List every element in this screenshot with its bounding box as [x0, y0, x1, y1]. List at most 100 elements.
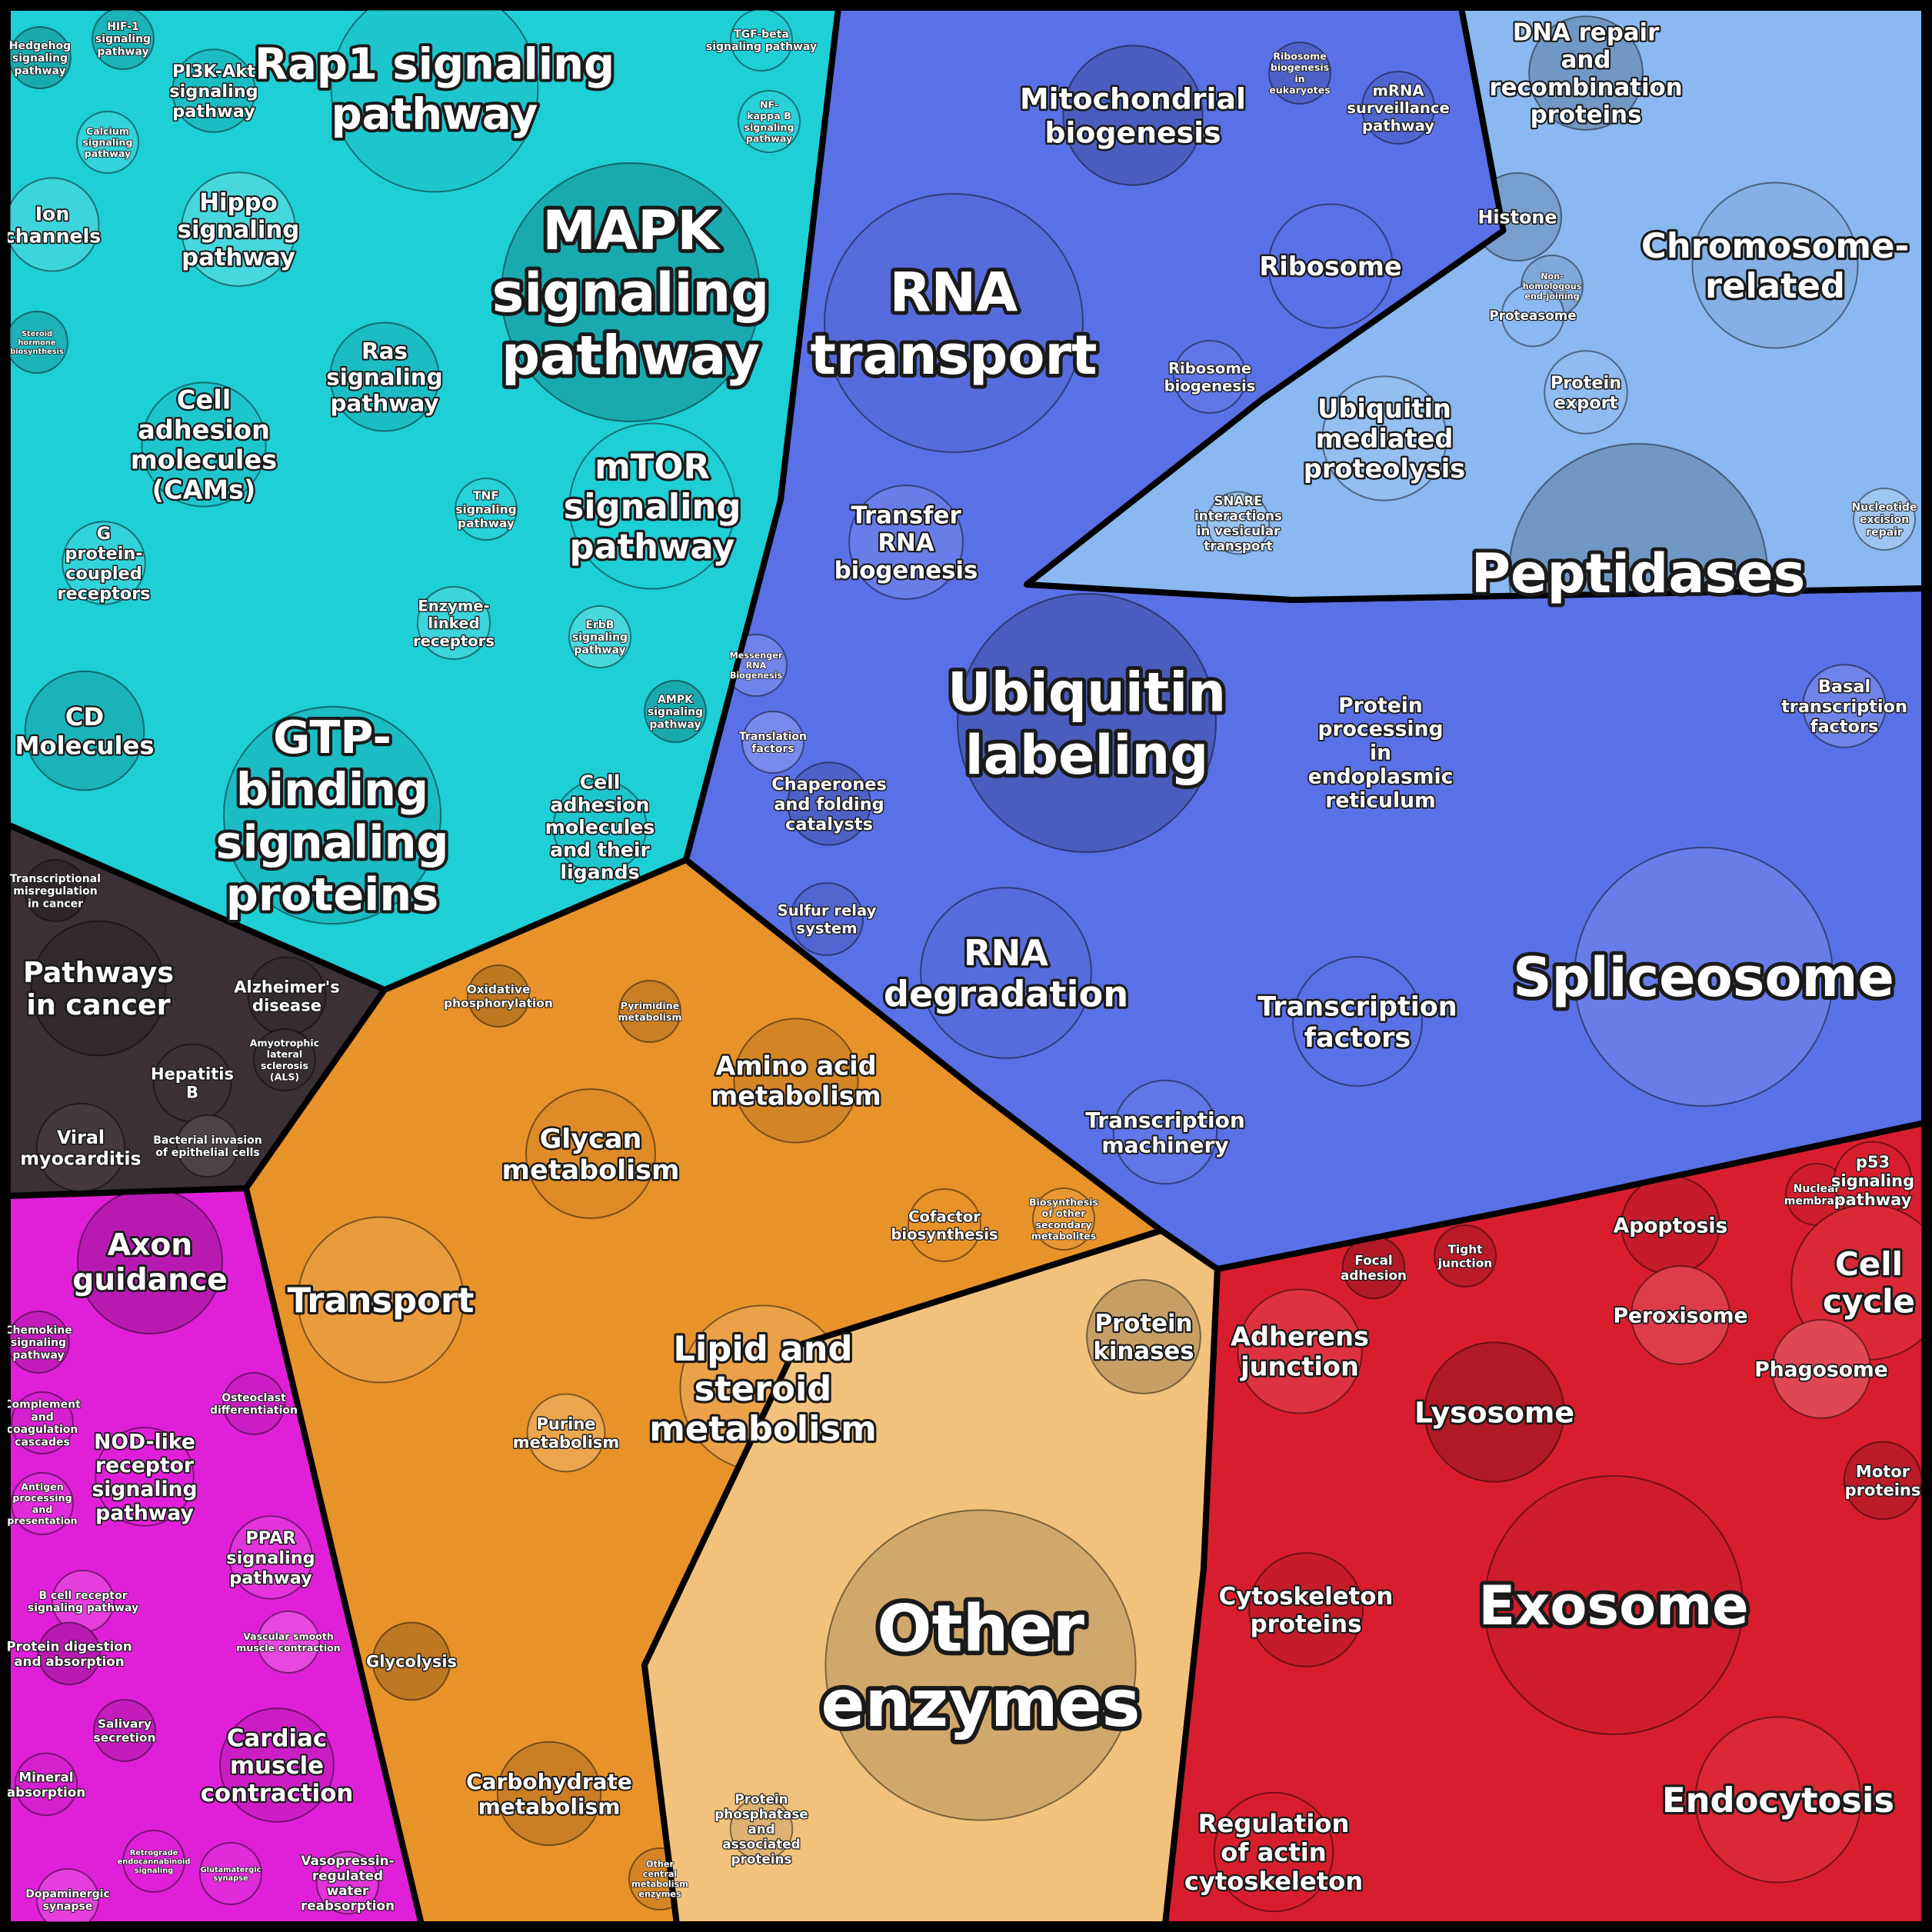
category-label-line: junction — [1437, 1257, 1492, 1271]
category-label-line: in — [1370, 741, 1391, 765]
category-label: Pyrimidine metabolism — [618, 1000, 681, 1023]
category-label-line: pathway — [1362, 117, 1434, 135]
category-label-line: Pathways — [23, 956, 174, 989]
category-label-line: signaling — [11, 1337, 66, 1349]
category-label-line: ErbB — [585, 619, 614, 631]
cell-metabolism-4 — [907, 1188, 982, 1263]
cell-genetic-information-processing-3 — [824, 193, 1084, 453]
category-label: ErbB signaling pathway — [572, 619, 628, 657]
category-label: Phagosome — [1754, 1358, 1888, 1382]
category-label-line: signaling — [744, 122, 794, 133]
category-label-line: metabolites — [1031, 1231, 1097, 1242]
category-label: Basal transcription factors — [1781, 677, 1907, 737]
category-label-line: Hippo — [199, 188, 278, 216]
category-label-line: signaling — [572, 631, 628, 644]
cell-organismal-1 — [8, 1311, 70, 1374]
category-label-line: pathway — [1834, 1191, 1912, 1209]
category-label-line: pathway — [229, 1568, 312, 1588]
cell-enzymes-1 — [824, 1509, 1137, 1821]
category-label-line: Mitochondrial — [1020, 82, 1246, 116]
category-label: Transport — [288, 1280, 475, 1321]
category-label-line: guidance — [72, 1263, 228, 1297]
category-label-line: Molecules — [15, 731, 154, 760]
category-label: Carbohydrate metabolism — [466, 1769, 632, 1820]
category-label-line: signaling — [83, 137, 133, 148]
category-label-line: B cell receptor — [38, 1590, 127, 1602]
category-label-line: Other — [646, 1860, 674, 1870]
category-label: Messenger RNA Biogenesis — [730, 651, 783, 681]
category-label: Enzyme-linked receptors — [413, 597, 495, 650]
category-label: Hepatitis B — [151, 1064, 234, 1101]
category-label-line: end-joining — [1524, 291, 1579, 301]
category-label-line: CD — [65, 702, 104, 731]
category-label-line: p53 — [1856, 1153, 1890, 1171]
cell-organismal-10 — [93, 1699, 156, 1762]
category-label-line: junction — [1239, 1352, 1359, 1382]
cell-metabolism-2 — [733, 1018, 859, 1144]
category-label-line: and — [31, 1411, 53, 1424]
category-label-line: TNF — [473, 489, 499, 503]
category-label-line: Alzheimer's — [234, 978, 339, 996]
category-label: Translation factors — [739, 731, 807, 755]
cell-signaling-3 — [330, 8, 539, 193]
category-label-line: metabolism — [711, 1081, 881, 1111]
category-label-line: Glycolysis — [366, 1653, 457, 1671]
category-label-line: Viral — [57, 1127, 105, 1148]
cell-signaling-21 — [552, 779, 648, 874]
category-label: Non-homologous end-joining — [1523, 271, 1582, 301]
category-label-line: and — [748, 1821, 774, 1837]
category-label: Ion channels — [4, 203, 101, 248]
category-label-line: pathway — [569, 526, 734, 567]
category-label: Lysosome — [1414, 1396, 1574, 1430]
category-label: Amino acid metabolism — [711, 1051, 881, 1111]
category-label-line: Amino acid — [715, 1051, 876, 1081]
category-label: Steroid hormone biosynthesis — [10, 330, 64, 356]
cell-genetic-information-processing-5 — [1172, 339, 1247, 415]
category-label-line: GTP- — [273, 711, 391, 764]
category-label-line: Ribosome — [1273, 51, 1327, 62]
category-label-line: pathway — [97, 45, 148, 58]
cell-genetic-information-processing-0 — [1062, 45, 1204, 186]
category-label-line: proteins — [226, 868, 438, 921]
category-label-line: synapse — [213, 1874, 248, 1883]
cell-signaling-17 — [568, 605, 631, 668]
category-label-line: Histone — [1477, 207, 1557, 228]
category-label: PPAR signaling pathway — [226, 1528, 315, 1588]
category-label-line: pathway — [14, 65, 65, 77]
cell-cellular-processes-1 — [1434, 1224, 1497, 1287]
category-label-line: biosynthesis — [10, 348, 64, 356]
category-label-line: of epithelial cells — [155, 1147, 260, 1159]
category-label: GTP-binding signaling proteins — [215, 711, 448, 921]
category-label: Adherens junction — [1231, 1322, 1369, 1382]
category-label-line: factors — [1304, 1023, 1411, 1054]
cell-genetic-information-processing-1 — [1268, 42, 1331, 105]
category-label: Biosynthesis of other secondary metabolites — [1029, 1197, 1098, 1242]
category-label-line: metabolism — [631, 1880, 688, 1890]
category-label-line: Chemokine — [5, 1324, 72, 1337]
category-label: Alzheimer's disease — [234, 978, 339, 1014]
cell-genetic-information-processing-2 — [1361, 70, 1436, 145]
category-label-line: metabolism — [513, 1434, 620, 1452]
category-label: Apoptosis — [1614, 1214, 1728, 1238]
category-label-line: Phagosome — [1754, 1358, 1888, 1382]
cell-cellular-processes-12 — [1484, 1475, 1744, 1735]
category-label-line: pathway — [458, 516, 515, 530]
cell-organismal-16 — [36, 1868, 99, 1924]
cell-organismal-6 — [228, 1515, 313, 1600]
category-label: Axon guidance — [72, 1227, 228, 1297]
category-label-line: cytoskeleton — [1184, 1867, 1363, 1896]
category-label-line: factors — [1810, 717, 1879, 737]
category-label: Rap1 signaling pathway — [255, 40, 615, 140]
category-label-line: myocarditis — [20, 1148, 141, 1169]
category-label-line: related — [1705, 265, 1845, 306]
category-label-line: receptors — [413, 632, 495, 650]
category-label: AMPK signaling pathway — [648, 694, 703, 731]
category-label-line: linked — [428, 615, 479, 632]
cell-genetic-information-processing-9 — [957, 593, 1217, 853]
category-label: Mineral absorption — [7, 1769, 85, 1800]
category-label-line: recombination — [1489, 74, 1682, 102]
category-label-line: signaling — [326, 365, 442, 391]
category-label-line: signaling pathway — [28, 1602, 138, 1614]
